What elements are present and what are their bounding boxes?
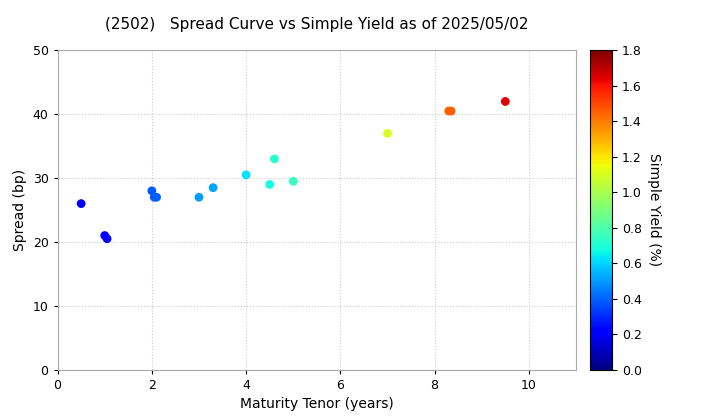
Point [500,98,511,105]
Y-axis label: Simple Yield (%): Simple Yield (%) [647,153,661,267]
Point [269,155,280,162]
Point [193,194,204,201]
X-axis label: Maturity Tenor (years): Maturity Tenor (years) [240,397,394,411]
Text: (2502)   Spread Curve vs Simple Yield as of 2025/05/02: (2502) Spread Curve vs Simple Yield as o… [105,17,528,32]
Point [148,194,160,201]
Point [443,108,454,114]
Point [240,171,252,178]
Point [146,187,158,194]
Point [264,181,276,188]
Point [76,200,87,207]
Point [207,184,219,191]
Point [382,130,393,137]
Point [99,232,110,239]
Point [446,108,457,114]
Point [102,235,113,242]
Point [287,178,299,185]
Y-axis label: Spread (bp): Spread (bp) [13,169,27,251]
Point [150,194,162,201]
